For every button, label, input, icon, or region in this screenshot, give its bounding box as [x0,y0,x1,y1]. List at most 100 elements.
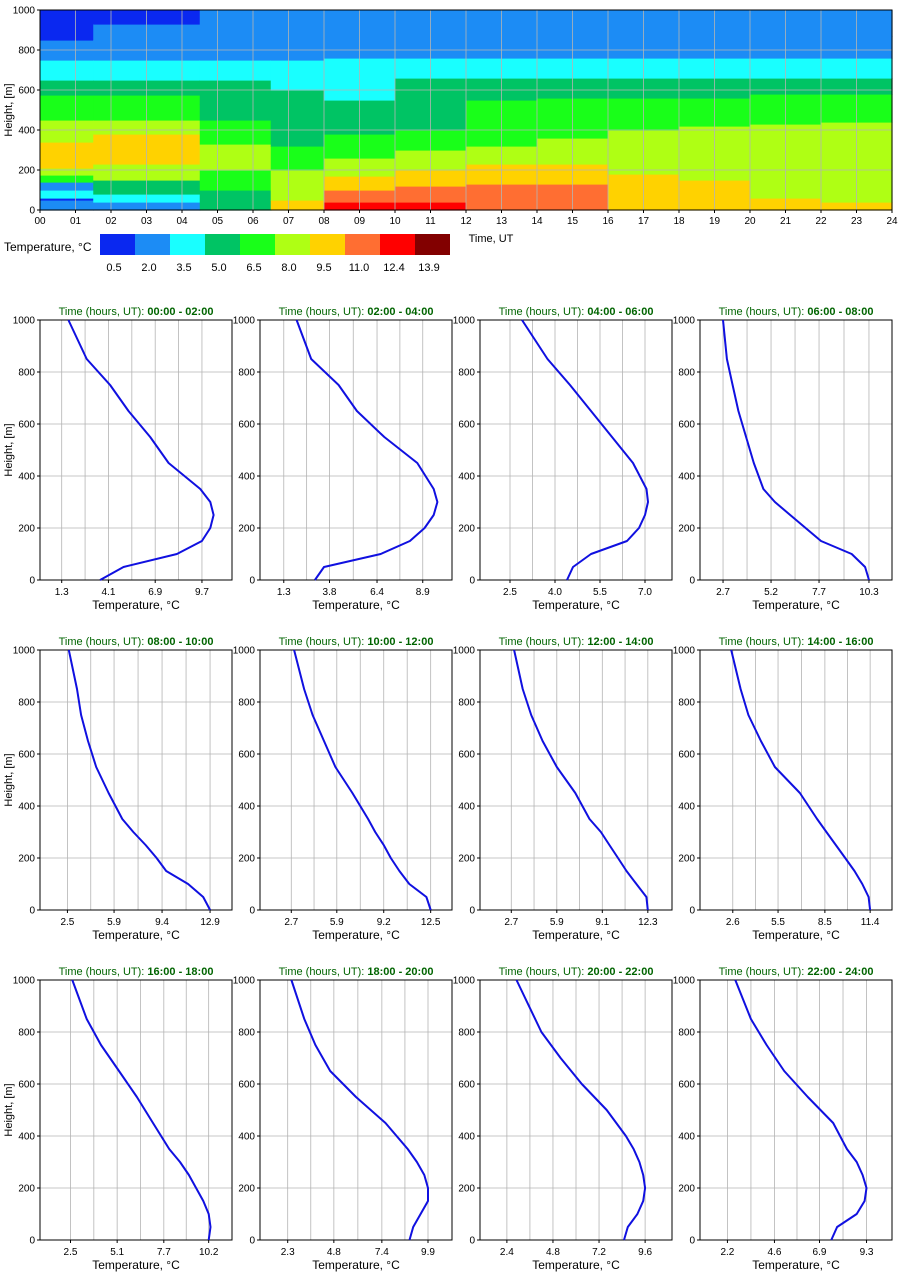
profile-x-axis-label: Temperature, °C [752,1258,840,1272]
heatmap-x-tick-label: 02 [105,216,117,227]
profile-frame [39,319,233,581]
profile-title: Time (hours, UT): 22:00 - 24:00 [719,966,874,978]
colorbar-swatch [380,234,415,255]
profile-y-tick-label: 1000 [233,976,256,987]
profile-title: Time (hours, UT): 10:00 - 12:00 [279,636,434,648]
profile-temperature-line [290,979,429,1241]
profile-y-tick-label: 400 [678,472,695,483]
heatmap-y-tick-label: 200 [18,166,35,177]
profile-x-tick-label: 2.7 [716,587,730,598]
profile-y-axis-label: Height, [m] [3,1083,15,1136]
profile-y-tick-label: 600 [678,420,695,431]
profile-y-tick-label: 200 [678,854,695,865]
colorbar-tick-label: 0.5 [106,262,121,274]
profile-y-tick-label: 1000 [13,976,36,987]
profile-panel: Time (hours, UT): 22:00 - 24:00 0 200 400 60… [673,966,893,1272]
colorbar-tick-label: 2.0 [141,262,156,274]
heatmap-x-tick-label: 13 [496,216,508,227]
profile-panel: Time (hours, UT): 16:00 - 18:00 0 200 400 60… [3,966,233,1272]
heatmap-x-tick-label: 06 [247,216,259,227]
profile-x-tick-label: 12.3 [638,917,658,928]
profile-x-tick-label: 3.8 [323,587,337,598]
profile-panel: Time (hours, UT): 08:00 - 10:00 0 200 400 60… [3,636,233,942]
heatmap-cell [270,200,325,211]
colorbar-tick-label: 3.5 [176,262,191,274]
heatmap-cell [40,110,94,121]
heatmap-x-tick-label: 12 [460,216,472,227]
heatmap-cell [270,146,325,171]
profile-title-prefix: Time (hours, UT): [499,306,588,318]
profile-x-tick-label: 2.3 [281,1247,295,1258]
profile-y-tick-label: 200 [458,854,475,865]
profile-frame [479,649,673,911]
profile-y-tick-label: 0 [249,1236,255,1247]
profile-x-tick-label: 10.3 [859,587,879,598]
profile-x-tick-label: 2.5 [64,1247,78,1258]
profile-frame [259,319,453,581]
profile-temperature-line [730,649,872,911]
profile-x-tick-label: 10.2 [199,1247,219,1258]
profile-x-axis-label: Temperature, °C [312,598,400,612]
profile-title-range: 02:00 - 04:00 [367,306,433,318]
profile-y-tick-label: 800 [678,1028,695,1039]
profile-y-tick-label: 800 [678,368,695,379]
profile-x-tick-label: 4.8 [546,1247,560,1258]
profile-y-tick-label: 200 [18,854,35,865]
profile-frame [699,649,893,911]
heatmap-cell [40,200,94,211]
profile-title: Time (hours, UT): 14:00 - 16:00 [719,636,874,648]
profile-title: Time (hours, UT): 02:00 - 04:00 [279,306,434,318]
profile-y-tick-label: 400 [18,472,35,483]
profile-frame [39,979,233,1241]
profile-y-tick-label: 200 [678,1184,695,1195]
colorbar-tick-label: 12.4 [383,262,404,274]
heatmap-cell [199,60,272,81]
profile-x-tick-label: 7.0 [638,587,652,598]
profile-x-tick-label: 5.9 [107,917,121,928]
profile-y-tick-label: 1000 [453,976,476,987]
profile-y-tick-label: 0 [29,576,35,587]
heatmap-cell [40,182,94,191]
profile-y-tick-label: 1000 [233,646,256,657]
heatmap-x-tick-label: 09 [354,216,366,227]
heatmap-x-tick-label: 17 [638,216,650,227]
profile-y-tick-label: 200 [238,524,255,535]
heatmap-y-tick-label: 800 [18,46,35,57]
profile-title-prefix: Time (hours, UT): [279,636,368,648]
profile-temperature-line [293,649,432,911]
heatmap-cell [199,10,272,37]
profile-title: Time (hours, UT): 04:00 - 06:00 [499,306,654,318]
heatmap-x-tick-label: 14 [531,216,543,227]
profile-panel: Time (hours, UT): 20:00 - 22:00 0 200 400 60… [453,966,673,1272]
profile-y-tick-label: 0 [249,906,255,917]
profile-title-prefix: Time (hours, UT): [719,306,808,318]
profile-x-tick-label: 9.3 [860,1247,874,1258]
profile-x-tick-label: 9.6 [638,1247,652,1258]
profile-x-tick-label: 6.4 [370,587,384,598]
heatmap-y-tick-label: 0 [29,206,35,217]
profile-temperature-line [295,319,439,581]
heatmap-x-axis-label: Time, UT [469,233,514,245]
profile-title: Time (hours, UT): 12:00 - 14:00 [499,636,654,648]
profile-x-tick-label: 12.5 [421,917,441,928]
temperature-profiles: Time (hours, UT): 00:00 - 02:00 0 200 400 60… [3,306,893,1272]
heatmap-cell [199,80,272,105]
profile-x-tick-label: 11.4 [861,917,880,928]
profile-y-tick-label: 200 [18,524,35,535]
colorbar-label: Temperature, °C [4,240,92,254]
heatmap-cell [199,120,272,145]
heatmap-cell [40,158,94,169]
profile-y-tick-label: 0 [469,1236,475,1247]
profile-frame [479,319,673,581]
temperature-colorbar: Temperature, °C 0.5 2.0 3.5 5.0 6.5 8.0 9.5 11.0… [4,234,450,274]
heatmap-x-tick-label: 21 [780,216,792,227]
colorbar-tick-label: 11.0 [349,262,370,274]
colorbar-swatch [205,234,240,255]
profile-x-tick-label: 8.5 [818,917,832,928]
profile-y-axis-label: Height, [m] [3,423,15,476]
profile-y-tick-label: 200 [678,524,695,535]
profile-y-tick-label: 0 [689,576,695,587]
profile-temperature-line [67,649,211,911]
profile-title-range: 18:00 - 20:00 [367,966,433,978]
heatmap-x-tick-label: 05 [212,216,224,227]
